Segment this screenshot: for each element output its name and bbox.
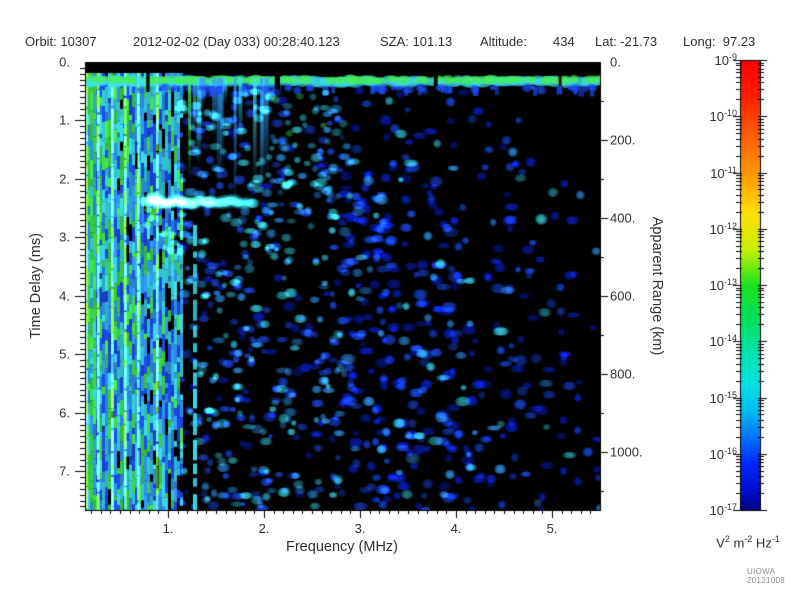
header-segment-latitude: Lat: -21.73	[595, 34, 658, 49]
x-tick-label: 1.	[162, 521, 174, 536]
colorbar-tick-label: 10-9	[714, 51, 737, 69]
header-segment-altitude-value: 434	[553, 34, 575, 49]
x-tick-label: 3.	[354, 521, 366, 536]
watermark: UIOWA 20121008	[747, 567, 786, 585]
header-segment-datetime: 2012-02-02 (Day 033) 00:28:40.123	[133, 34, 340, 49]
y-tick-label: 6.	[59, 405, 70, 421]
y2-tick-label: 800.	[610, 366, 636, 382]
colorbar-tick-label: 10-11	[710, 164, 737, 181]
x-tick-label: 5.	[546, 521, 558, 536]
y-tick-label: 3.	[59, 229, 70, 245]
colorbar-tick-label: 10-16	[709, 445, 737, 462]
y-tick-label: 4.	[59, 288, 70, 304]
colorbar-tick-label: 10-14	[709, 333, 737, 350]
y2-tick-label: 200.	[610, 132, 636, 148]
y2-tick-label: 0.	[610, 54, 621, 70]
y-tick-label: 7.	[59, 463, 70, 479]
x-tick-label: 4.	[450, 521, 462, 536]
colorbar-tick-label: 10-13	[709, 276, 737, 294]
y-tick-label: 5.	[59, 346, 70, 362]
y2-tick-label: 600.	[610, 288, 636, 304]
header-segment-sza: SZA: 101.13	[380, 34, 453, 49]
colorbar-units-label: V2 m-2 Hz-1	[716, 534, 780, 551]
header-segment-altitude-label: Altitude:	[480, 34, 527, 49]
x-axis-title: Frequency (MHz)	[286, 539, 398, 555]
header-segment-orbit: Orbit: 10307	[25, 34, 97, 49]
y2-tick-label: 400.	[610, 210, 636, 226]
y2-tick-label: 1000.	[610, 444, 643, 460]
colorbar-tick-label: 10-10	[709, 108, 737, 125]
colorbar-tick-label: 10-17	[709, 501, 737, 519]
y-tick-label: 1.	[59, 112, 70, 128]
y-axis-title: Time Delay (ms)	[28, 233, 44, 339]
header-segment-longitude: Long: 97.23	[683, 34, 756, 49]
y-tick-label: 2.	[59, 171, 70, 187]
colorbar-tick-label: 10-12	[709, 220, 737, 237]
y-tick-label: 0.	[59, 54, 70, 70]
colorbar-tick-label: 10-15	[709, 389, 737, 406]
x-tick-label: 2.	[258, 521, 270, 536]
y2-axis-title: Apparent Range (km)	[649, 216, 665, 356]
